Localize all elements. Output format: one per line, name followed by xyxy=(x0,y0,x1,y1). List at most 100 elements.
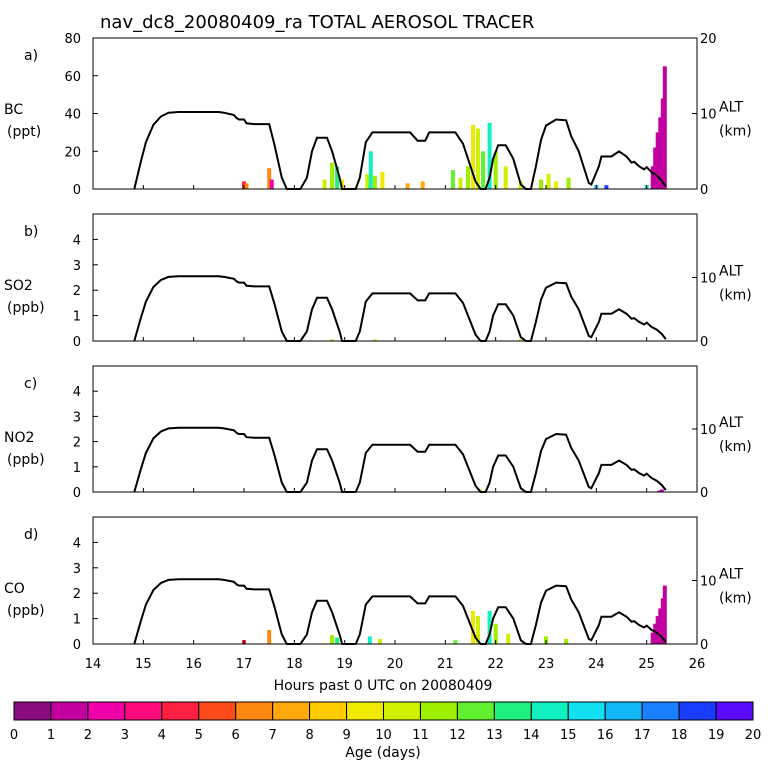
colorbar-swatch xyxy=(715,701,754,721)
x-tick-label: 21 xyxy=(437,657,454,672)
tracer-bar xyxy=(377,638,382,644)
species-label: NO2 xyxy=(4,430,34,446)
tracer-bar xyxy=(662,585,667,644)
alt-tick-label: 0 xyxy=(700,335,708,350)
tracer-bar xyxy=(655,616,660,644)
panel-letter: b) xyxy=(24,224,38,240)
tracer-bar xyxy=(476,616,480,644)
x-axis-label: Hours past 0 UTC on 20080409 xyxy=(274,678,493,694)
alt-axis-unit: (km) xyxy=(719,288,752,304)
panel-letter: a) xyxy=(24,48,38,64)
tracer-bar xyxy=(503,166,508,189)
colorbar-swatch xyxy=(13,701,52,721)
y-tick-label: 0 xyxy=(73,486,81,501)
alt-axis-unit: (km) xyxy=(719,439,752,455)
tracer-bar xyxy=(604,185,609,189)
colorbar-swatch xyxy=(235,701,274,721)
alt-tick-label: 10 xyxy=(700,272,717,287)
colorbar-swatch xyxy=(567,701,606,721)
tracer-bar xyxy=(269,179,274,189)
tracer-bar xyxy=(566,177,571,189)
y-tick-label: 60 xyxy=(64,70,81,85)
x-tick-label: 26 xyxy=(689,657,706,672)
tracer-bar xyxy=(380,172,385,189)
y-tick-label: 1 xyxy=(73,613,81,628)
colorbar-tick-label: 3 xyxy=(121,728,129,743)
alt-tick-label: 10 xyxy=(700,423,717,438)
alt-axis-label: ALT xyxy=(719,415,743,431)
panel-so2: 0 1 2 3 4 0 10 ALT (km) b) SO2 (ppb) xyxy=(4,213,752,350)
tracer-bar xyxy=(554,181,559,189)
species-label: BC xyxy=(4,102,23,118)
x-tick-label: 15 xyxy=(135,657,152,672)
y-tick-label: 2 xyxy=(73,436,81,451)
panel-bc: 0 20 40 60 80 0 10 20 ALT (km) a) BC (ppt) xyxy=(4,32,752,198)
colorbar-swatch xyxy=(456,701,495,721)
tracer-bar xyxy=(368,151,373,190)
tracer-bar xyxy=(493,151,498,190)
colorbar-tick-label: 17 xyxy=(634,728,651,743)
colorbar-swatch xyxy=(678,701,717,721)
y-tick-label: 0 xyxy=(73,638,81,653)
panel-letter: d) xyxy=(24,527,38,543)
species-label: CO xyxy=(4,581,25,597)
y-tick-label: 2 xyxy=(73,587,81,602)
colorbar-tick-label: 14 xyxy=(523,728,540,743)
tracer-bar xyxy=(506,633,511,644)
colorbar-tick-label: 12 xyxy=(449,728,466,743)
y-tick-label: 2 xyxy=(73,284,81,299)
alt-axis-unit: (km) xyxy=(719,591,752,607)
tracer-bar xyxy=(340,179,345,189)
tracer-bar xyxy=(493,623,498,644)
tracer-bar xyxy=(653,623,658,644)
y-tick-label: 1 xyxy=(73,461,81,476)
tracer-bar xyxy=(330,339,335,341)
colorbar-swatch xyxy=(493,701,532,721)
tracer-bar xyxy=(659,489,664,492)
tracer-bar xyxy=(267,168,272,189)
tracer-bar xyxy=(335,637,340,644)
alt-axis-label: ALT xyxy=(719,100,743,116)
colorbar-swatch xyxy=(50,701,89,721)
alt-axis-label: ALT xyxy=(719,264,743,280)
altitude-line xyxy=(133,275,667,342)
tracer-bar xyxy=(335,166,340,189)
x-tick-label: 19 xyxy=(336,657,353,672)
x-tick-label: 18 xyxy=(286,657,303,672)
tracer-bar xyxy=(518,339,523,341)
tracer-bar xyxy=(330,635,335,644)
colorbar-swatch xyxy=(272,701,311,721)
tracer-bar xyxy=(330,162,335,189)
y-tick-label: 3 xyxy=(73,259,81,274)
tracer-bar xyxy=(458,177,463,189)
colorbar-swatch xyxy=(87,701,126,721)
species-label: SO2 xyxy=(4,278,33,294)
y-tick-label: 4 xyxy=(73,233,81,248)
colorbar-tick-label: 11 xyxy=(412,728,429,743)
tracer-bar xyxy=(420,181,425,189)
tracer-bar xyxy=(658,117,663,189)
tracer-bar xyxy=(481,151,486,190)
unit-label: (ppb) xyxy=(7,452,45,468)
altitude-line xyxy=(133,578,667,645)
x-tick-label: 25 xyxy=(638,657,655,672)
panel-co: 0 1 2 3 4 0 10 ALT (km) d) CO (ppb) xyxy=(4,516,752,653)
colorbar-swatch xyxy=(198,701,237,721)
alt-tick-label: 0 xyxy=(700,486,708,501)
tracer-bar xyxy=(650,632,655,644)
y-tick-label: 80 xyxy=(64,32,81,47)
unit-label: (ppb) xyxy=(7,603,45,619)
panel-frame xyxy=(92,365,698,493)
alt-tick-label: 0 xyxy=(700,638,708,653)
colorbar-tick-label: 1 xyxy=(47,728,55,743)
colorbar-tick-label: 8 xyxy=(305,728,313,743)
tracer-bar xyxy=(471,611,475,644)
colorbar-tick-label: 16 xyxy=(597,728,614,743)
colorbar-tick-label: 2 xyxy=(84,728,92,743)
tracer-bar xyxy=(372,339,377,341)
colorbar-swatch xyxy=(419,701,458,721)
tracer-bar xyxy=(487,122,492,189)
colorbar-swatch xyxy=(124,701,163,721)
